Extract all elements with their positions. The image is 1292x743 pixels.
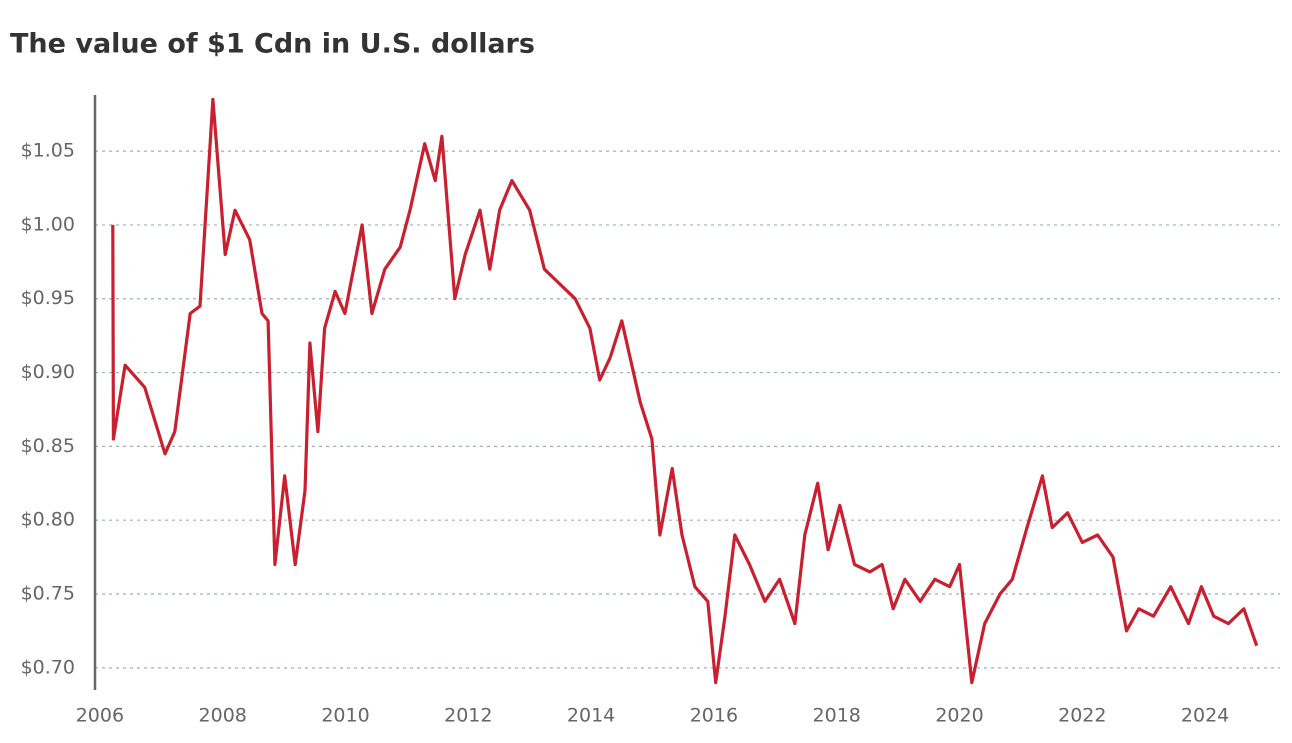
x-tick-label: 2014 [567,705,615,727]
data-line [111,97,1259,685]
y-tick-label: $0.80 [21,509,75,531]
y-tick-label: $1.00 [21,213,75,235]
x-tick-label: 2024 [1181,705,1229,727]
y-tick-label: $0.85 [21,435,75,457]
x-tick-label: 2020 [935,705,983,727]
y-tick-label: $0.75 [21,583,75,605]
x-tick-label: 2010 [321,705,369,727]
y-tick-label: $0.70 [21,656,75,678]
y-tick-label: $0.90 [21,361,75,383]
x-tick-label: 2018 [813,705,861,727]
y-tick-label: $1.05 [21,140,75,162]
x-tick-label: 2008 [199,705,247,727]
y-tick-label: $0.95 [21,287,75,309]
x-tick-label: 2006 [76,705,124,727]
chart-title: The value of $1 Cdn in U.S. dollars [10,29,535,60]
x-tick-label: 2012 [444,705,492,727]
x-tick-label: 2016 [690,705,738,727]
x-tick-label: 2022 [1058,705,1106,727]
